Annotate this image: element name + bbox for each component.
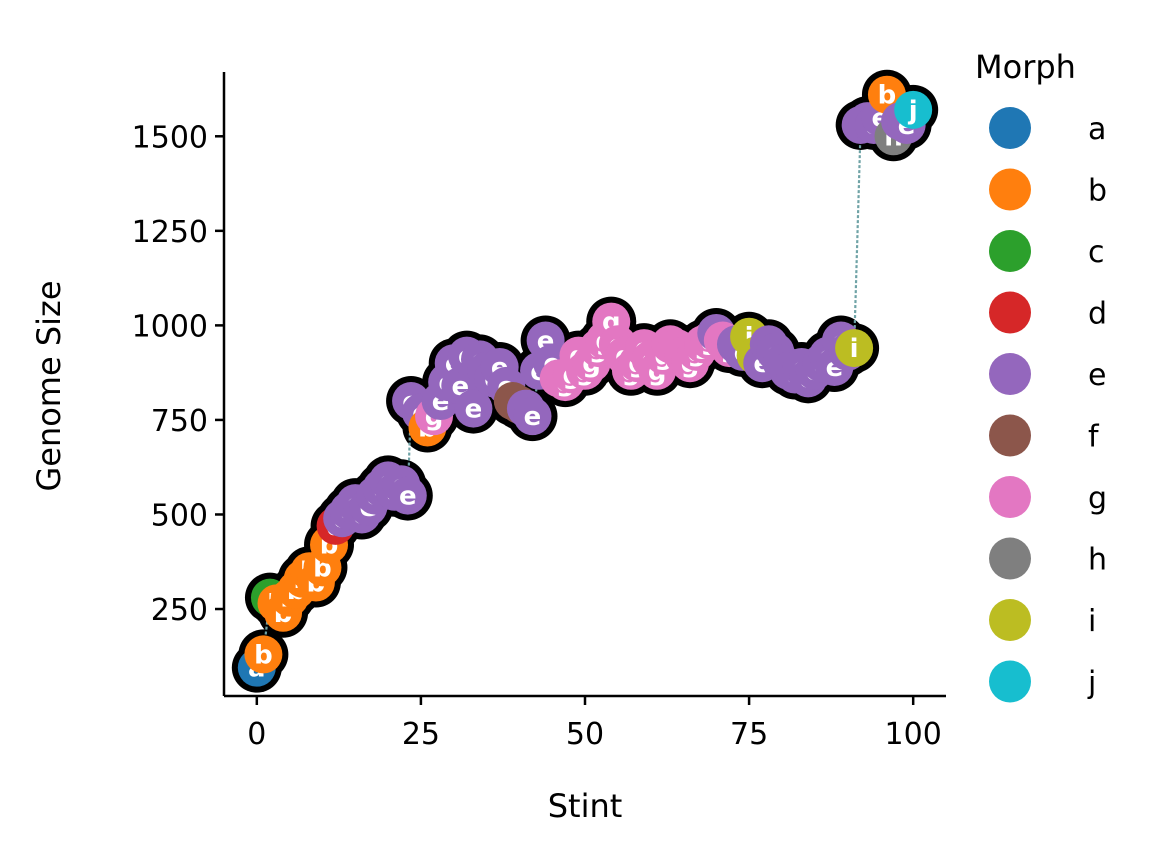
point-label: e (524, 402, 542, 432)
legend-entry: a (989, 107, 1106, 149)
legend-label: a (1088, 112, 1106, 147)
data-point: e (513, 397, 552, 436)
y-tick-label: 1000 (132, 309, 208, 344)
legend-marker (989, 353, 1031, 395)
x-axis-label: Stint (548, 787, 623, 825)
legend-label: g (1088, 481, 1107, 516)
legend-label: f (1088, 420, 1100, 455)
point-label: b (878, 81, 897, 111)
y-tick-label: 500 (151, 498, 208, 533)
data-point: b (244, 635, 283, 674)
point-label: e (399, 482, 417, 512)
data-points: abcbbbbbbbbbdeeeeeeeeeeeeebgeeeeeeeeeeef… (237, 75, 933, 687)
legend-entry: b (989, 168, 1107, 211)
legend-entry: c (989, 230, 1105, 272)
point-marker (835, 329, 874, 368)
x-tick-label: 100 (885, 717, 942, 752)
x-tick-label: 50 (566, 717, 604, 752)
legend-entry: f (989, 414, 1100, 457)
legend-marker (989, 599, 1031, 641)
point-marker (894, 90, 933, 129)
point-label: i (850, 334, 859, 364)
legend-marker (989, 168, 1031, 211)
data-point: j (894, 90, 933, 129)
point-marker (244, 635, 283, 674)
point-label: j (908, 96, 918, 126)
x-tick-label: 0 (247, 717, 266, 752)
legend-entry: i (989, 599, 1096, 641)
legend-label: i (1088, 604, 1096, 639)
legend-label: h (1088, 543, 1107, 578)
y-tick-label: 1500 (132, 120, 208, 155)
legend-title: Morph (975, 48, 1076, 86)
point-label: i (745, 323, 754, 353)
legend-label: e (1088, 358, 1106, 393)
point-label: b (254, 640, 273, 670)
legend-marker (989, 660, 1031, 703)
legend-marker (989, 291, 1031, 334)
data-point: e (388, 476, 427, 515)
x-tick-label: 25 (402, 717, 440, 752)
point-marker (513, 397, 552, 436)
x-tick-label: 75 (730, 717, 768, 752)
y-tick-label: 1250 (132, 215, 208, 250)
y-tick-label: 750 (151, 404, 208, 439)
legend-marker (989, 107, 1031, 149)
legend-marker (989, 476, 1031, 518)
transition-arrow (853, 122, 866, 349)
legend-entry: e (989, 353, 1106, 395)
legend-marker (989, 537, 1031, 580)
legend-entry: j (989, 660, 1096, 703)
legend-entry: g (989, 476, 1107, 518)
legend-entry: d (989, 291, 1107, 334)
legend-entry: h (989, 537, 1107, 580)
point-marker (388, 476, 427, 515)
point-label: e (465, 395, 483, 425)
legend-label: j (1087, 666, 1096, 701)
point-marker (454, 389, 493, 428)
legend-label: d (1088, 297, 1107, 332)
data-point: i (835, 329, 874, 368)
legend-marker (989, 230, 1031, 272)
y-axis-label: Genome Size (30, 280, 68, 491)
y-tick-label: 250 (151, 593, 208, 628)
legend-marker (989, 414, 1031, 457)
legend-label: c (1088, 235, 1105, 270)
data-point: e (454, 389, 493, 428)
axes: 0 25 50 75 100 250 500 750 1000 1250 1500 (132, 72, 946, 752)
legend-label: b (1088, 174, 1107, 209)
